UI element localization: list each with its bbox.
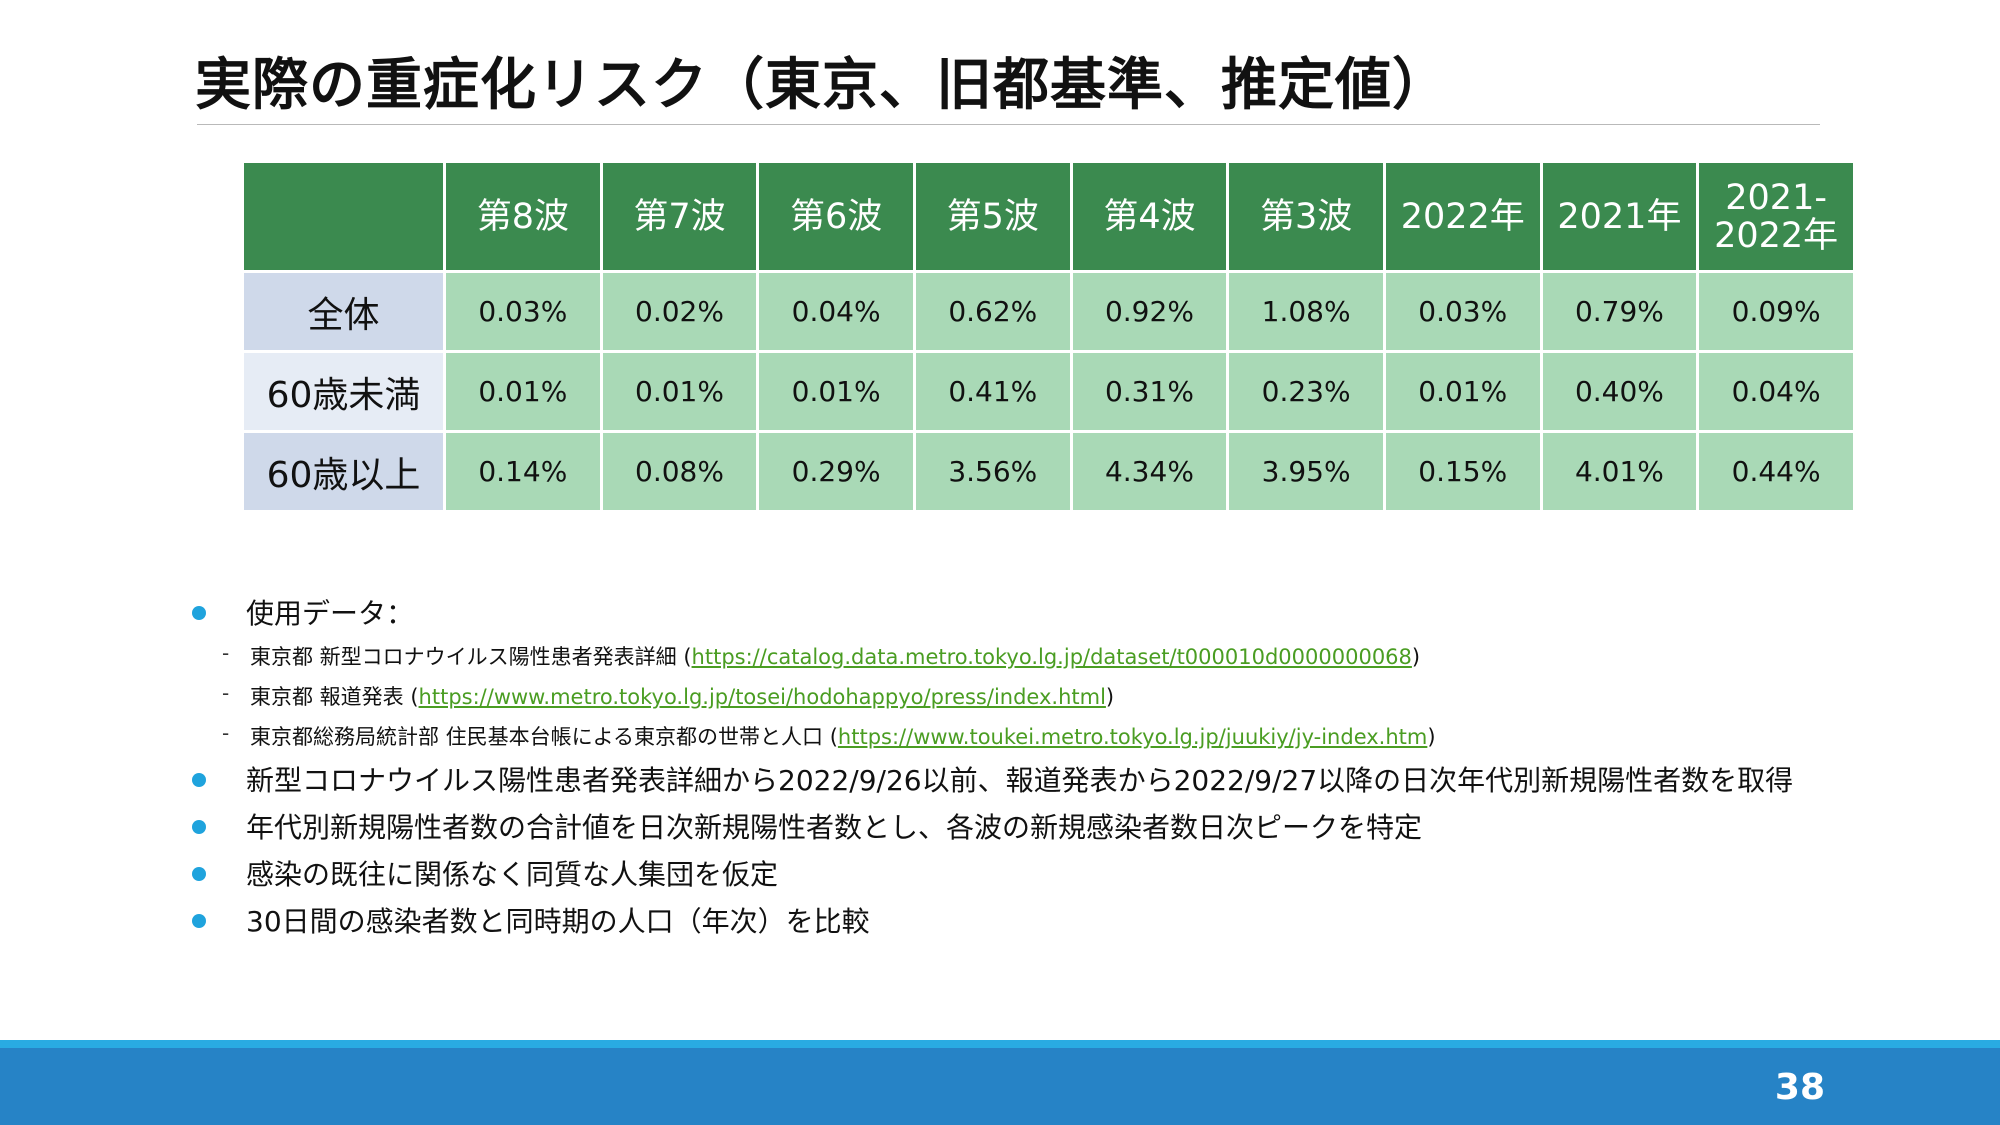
list-item: 使用データ： [190, 588, 1910, 635]
column-header-line1: 2021- [1725, 177, 1827, 218]
bullet-text: 感染の既往に関係なく同質な人集団を仮定 [246, 858, 779, 891]
column-header: 第3波 [1226, 160, 1386, 273]
source-suffix: ) [1105, 685, 1115, 709]
source-label: 東京都 新型コロナウイルス陽性患者発表詳細 ( [250, 645, 692, 669]
column-header: 第5波 [912, 160, 1073, 273]
table-cell: 4.01% [1539, 430, 1700, 513]
source-label: 東京都 報道発表 ( [250, 685, 419, 709]
table-cell: 0.01% [1382, 350, 1543, 433]
data-heading: 使用データ： [246, 597, 415, 630]
dash-icon: - [222, 681, 230, 705]
source-link[interactable]: https://catalog.data.metro.tokyo.lg.jp/d… [691, 645, 1412, 669]
table-cell: 4.34% [1069, 430, 1230, 513]
table-header-row: 第8波 第7波 第6波 第5波 第4波 第3波 2022年 2021年 2021… [241, 160, 1856, 273]
title-divider [197, 124, 1820, 125]
column-header: 第4波 [1069, 160, 1230, 273]
table-cell: 0.04% [756, 270, 916, 353]
dash-icon: - [222, 721, 230, 745]
table-cell: 0.62% [912, 270, 1073, 353]
source-item: - 東京都総務局統計部 住民基本台帳による東京都の世帯と人口 (https://… [190, 715, 1910, 755]
bullet-text: 新型コロナウイルス陽性患者発表詳細から2022/9/26以前、報道発表から202… [246, 764, 1794, 797]
column-header: 第6波 [756, 160, 916, 273]
bullet-text: 年代別新規陽性者数の合計値を日次新規陽性者数とし、各波の新規感染者数日次ピークを… [246, 811, 1423, 844]
table-row: 全体 0.03% 0.02% 0.04% 0.62% 0.92% 1.08% 0… [241, 270, 1856, 353]
source-suffix: ) [1411, 645, 1421, 669]
notes-list: 使用データ： - 東京都 新型コロナウイルス陽性患者発表詳細 (https://… [190, 588, 1910, 943]
bullet-dot-icon [192, 773, 206, 787]
header-corner-cell [241, 160, 446, 273]
table-cell: 1.08% [1226, 270, 1386, 353]
risk-table: 第8波 第7波 第6波 第5波 第4波 第3波 2022年 2021年 2021… [241, 160, 1856, 513]
dash-icon: - [222, 641, 230, 665]
source-label: 東京都総務局統計部 住民基本台帳による東京都の世帯と人口 ( [250, 725, 838, 749]
row-label: 60歳以上 [241, 430, 446, 513]
bullet-dot-icon [192, 914, 206, 928]
table-cell: 0.41% [912, 350, 1073, 433]
table-row: 60歳未満 0.01% 0.01% 0.01% 0.41% 0.31% 0.23… [241, 350, 1856, 433]
table-cell: 0.92% [1069, 270, 1230, 353]
table-row: 60歳以上 0.14% 0.08% 0.29% 3.56% 4.34% 3.95… [241, 430, 1856, 513]
table-cell: 0.14% [443, 430, 603, 513]
bullet-dot-icon [192, 820, 206, 834]
list-item: 感染の既往に関係なく同質な人集団を仮定 [190, 849, 1910, 896]
table-cell: 0.31% [1069, 350, 1230, 433]
list-item: 新型コロナウイルス陽性患者発表詳細から2022/9/26以前、報道発表から202… [190, 755, 1910, 802]
bullet-dot-icon [192, 867, 206, 881]
table-cell: 0.44% [1696, 430, 1856, 513]
column-header-line2: 2022年 [1714, 215, 1839, 256]
row-label: 60歳未満 [241, 350, 446, 433]
table-cell: 0.01% [756, 350, 916, 433]
table-cell: 0.04% [1696, 350, 1856, 433]
table-cell: 0.03% [443, 270, 603, 353]
table-cell: 3.95% [1226, 430, 1386, 513]
page-number: 38 [1774, 1067, 1825, 1108]
table-cell: 0.40% [1539, 350, 1700, 433]
row-label: 全体 [241, 270, 446, 353]
column-header: 2022年 [1382, 160, 1543, 273]
column-header: 2021- 2022年 [1696, 160, 1856, 273]
column-header: 第8波 [443, 160, 603, 273]
bullet-dot-icon [192, 606, 206, 620]
source-link[interactable]: https://www.metro.tokyo.lg.jp/tosei/hodo… [418, 685, 1106, 709]
footer-accent-line [0, 1040, 2000, 1048]
bullet-text: 30日間の感染者数と同時期の人口（年次）を比較 [246, 905, 870, 938]
table-cell: 0.03% [1382, 270, 1543, 353]
list-item: 30日間の感染者数と同時期の人口（年次）を比較 [190, 896, 1910, 943]
source-link[interactable]: https://www.toukei.metro.tokyo.lg.jp/juu… [837, 725, 1428, 749]
table-cell: 0.02% [599, 270, 760, 353]
slide-title: 実際の重症化リスク（東京、旧都基準、推定値） [195, 53, 1449, 118]
table-cell: 0.01% [443, 350, 603, 433]
table-cell: 0.23% [1226, 350, 1386, 433]
source-item: - 東京都 報道発表 (https://www.metro.tokyo.lg.j… [190, 675, 1910, 715]
table-cell: 0.29% [756, 430, 916, 513]
footer-bar: 38 [0, 1048, 2000, 1125]
column-header: 2021年 [1539, 160, 1700, 273]
table-cell: 3.56% [912, 430, 1073, 513]
table-cell: 0.09% [1696, 270, 1856, 353]
table-cell: 0.08% [599, 430, 760, 513]
source-item: - 東京都 新型コロナウイルス陽性患者発表詳細 (https://catalog… [190, 635, 1910, 675]
table-cell: 0.79% [1539, 270, 1700, 353]
source-suffix: ) [1427, 725, 1436, 749]
table-cell: 0.01% [599, 350, 760, 433]
table-cell: 0.15% [1382, 430, 1543, 513]
list-item: 年代別新規陽性者数の合計値を日次新規陽性者数とし、各波の新規感染者数日次ピークを… [190, 802, 1910, 849]
column-header: 第7波 [599, 160, 760, 273]
